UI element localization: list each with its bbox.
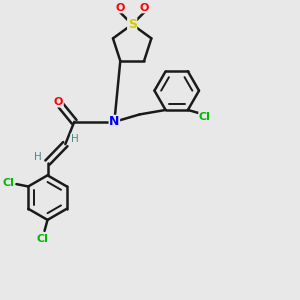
Text: N: N bbox=[109, 116, 119, 128]
Text: Cl: Cl bbox=[199, 112, 211, 122]
Text: Cl: Cl bbox=[3, 178, 14, 188]
Text: H: H bbox=[71, 134, 79, 144]
Text: O: O bbox=[115, 3, 124, 13]
Text: O: O bbox=[140, 3, 149, 13]
Text: S: S bbox=[128, 18, 137, 31]
Text: O: O bbox=[54, 97, 63, 107]
Text: Cl: Cl bbox=[37, 234, 49, 244]
Text: H: H bbox=[34, 152, 42, 162]
